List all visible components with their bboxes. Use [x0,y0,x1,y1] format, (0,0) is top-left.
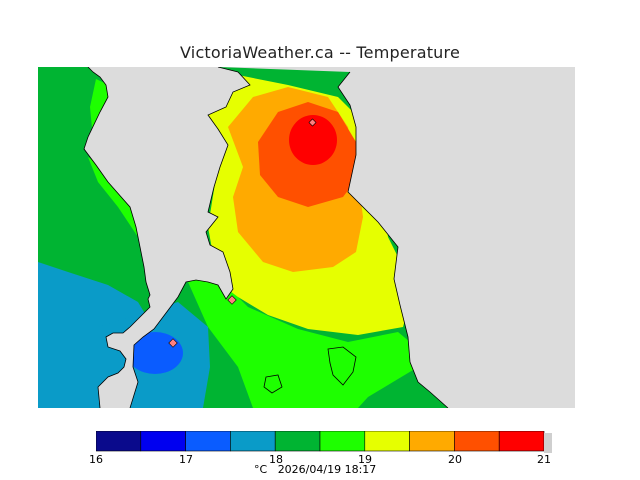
color-legend [96,431,552,453]
legend-tick-18: 18 [269,453,283,466]
legend-bin-6 [364,431,410,452]
legend-bin-9 [498,431,545,452]
temperature-map [38,67,575,408]
station-marker [168,338,178,348]
station-marker [227,295,237,305]
map-title: VictoriaWeather.ca -- Temperature [180,43,460,62]
legend-bin-8 [454,431,500,452]
station-marker [308,118,317,127]
unit-label: °C [254,463,268,476]
coastlines [83,67,449,408]
timestamp: 2026/04/19 18:17 [277,463,377,476]
legend-bin-0 [96,431,142,452]
legend-bin-2 [185,431,231,452]
legend-tick-21: 21 [537,453,551,466]
legend-shadow [544,433,552,453]
legend-bin-5 [319,431,366,452]
legend-tick-17: 17 [179,453,193,466]
legend-footer: °C 2026/04/19 18:17 [254,463,376,476]
legend-tick-16: 16 [89,453,103,466]
temp-zone-185-19 [188,272,418,408]
legend-tick-20: 20 [448,453,462,466]
legend-bin-4 [274,431,321,452]
legend-bin-7 [409,431,455,452]
temp-zone-205-21 [289,115,337,165]
legend-tick-19: 19 [358,453,372,466]
legend-bin-1 [140,431,186,452]
legend-bin-3 [230,431,276,452]
